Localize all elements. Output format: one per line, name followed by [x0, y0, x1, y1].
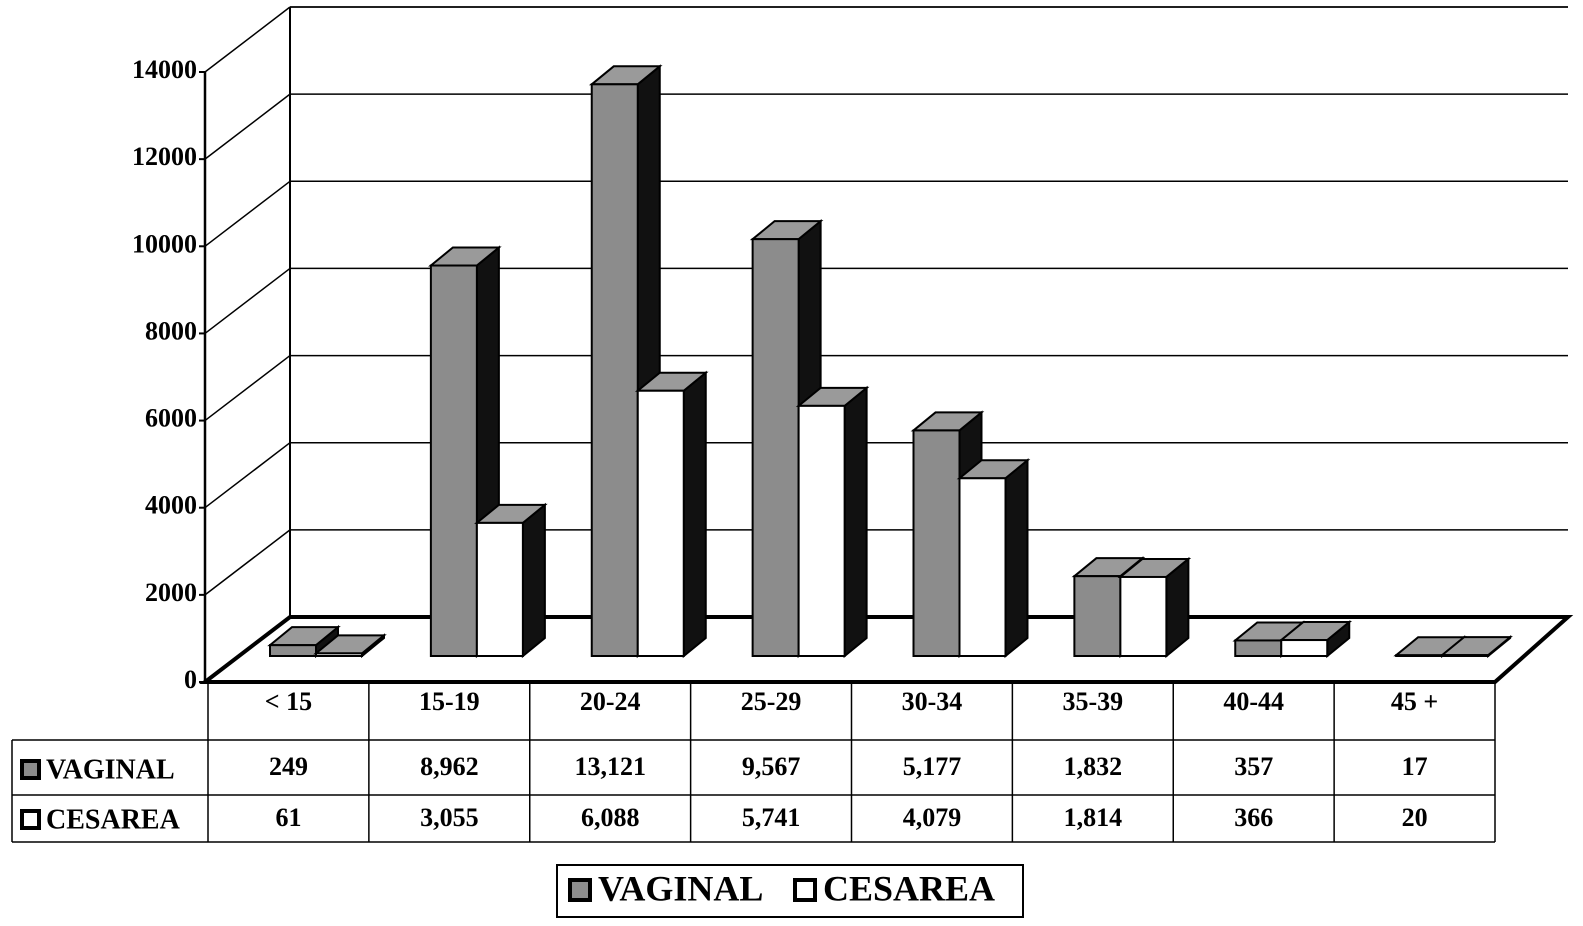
bar-side — [843, 385, 868, 659]
bar-side — [1004, 458, 1029, 659]
x-tick-label: 25-29 — [741, 687, 802, 716]
bar — [1280, 639, 1329, 657]
grid-line — [204, 529, 291, 596]
bar — [912, 429, 961, 658]
grid-line — [204, 354, 291, 422]
bar — [475, 521, 524, 657]
table-value: 8,962 — [420, 752, 479, 781]
legend-swatch — [793, 878, 817, 902]
table-value: 1,814 — [1064, 803, 1123, 832]
y-tick-label: 14000 — [132, 55, 197, 84]
x-tick-label: 20-24 — [580, 687, 641, 716]
x-tick-label: 40-44 — [1223, 687, 1284, 716]
table-value: 5,741 — [742, 803, 801, 832]
table-value: 357 — [1234, 752, 1273, 781]
y-tick-label: 2000 — [145, 578, 197, 607]
bar — [636, 389, 685, 657]
bar-side — [521, 502, 546, 659]
bar — [751, 238, 800, 658]
grid-line — [204, 442, 291, 509]
legend-swatch — [20, 809, 41, 830]
bar — [1073, 575, 1122, 657]
legend-box — [556, 864, 1024, 918]
y-tick-label: 8000 — [145, 316, 197, 345]
legend-swatch — [568, 878, 592, 902]
y-tick-label: 10000 — [132, 229, 197, 258]
bar — [269, 644, 317, 657]
table-value: 20 — [1402, 803, 1428, 832]
row-label: CESAREA — [46, 804, 181, 835]
table-value: 366 — [1234, 803, 1273, 832]
legend-swatch — [20, 759, 41, 780]
table-value: 6,088 — [581, 803, 640, 832]
bar — [315, 652, 363, 658]
x-tick-label: 15-19 — [419, 687, 480, 716]
y-tick-label: 12000 — [132, 142, 197, 171]
table-value: 9,567 — [742, 752, 801, 781]
bar — [590, 83, 639, 658]
bar — [958, 477, 1007, 658]
y-tick-label: 4000 — [145, 491, 197, 520]
bar — [429, 264, 478, 657]
bar-side — [682, 370, 707, 659]
y-tick-label: 6000 — [145, 404, 197, 433]
grid-line — [204, 180, 291, 247]
bar — [1395, 654, 1444, 657]
x-tick-label: < 15 — [265, 687, 312, 716]
grid-line — [204, 267, 291, 335]
floor — [199, 615, 1574, 684]
bar — [1234, 639, 1283, 658]
table-value: 5,177 — [903, 752, 962, 781]
x-tick-label: 30-34 — [902, 687, 963, 716]
bar — [1441, 654, 1490, 658]
table-value: 4,079 — [903, 803, 962, 832]
row-label: VAGINAL — [46, 754, 175, 785]
x-tick-label: 45 + — [1391, 687, 1438, 716]
grid-line — [204, 6, 291, 73]
table-value: 13,121 — [574, 752, 646, 781]
legend-label: CESAREA — [823, 868, 995, 908]
table-value: 61 — [275, 803, 301, 832]
table-value: 1,832 — [1064, 752, 1123, 781]
bar — [1119, 575, 1168, 657]
x-tick-label: 35-39 — [1062, 687, 1123, 716]
bar — [797, 404, 846, 657]
y-tick-label: 0 — [184, 665, 197, 694]
table-value: 3,055 — [420, 803, 479, 832]
table-value: 17 — [1402, 752, 1428, 781]
table-value: 249 — [269, 752, 308, 781]
legend-label: VAGINAL — [598, 868, 763, 908]
grid-line — [204, 93, 291, 160]
